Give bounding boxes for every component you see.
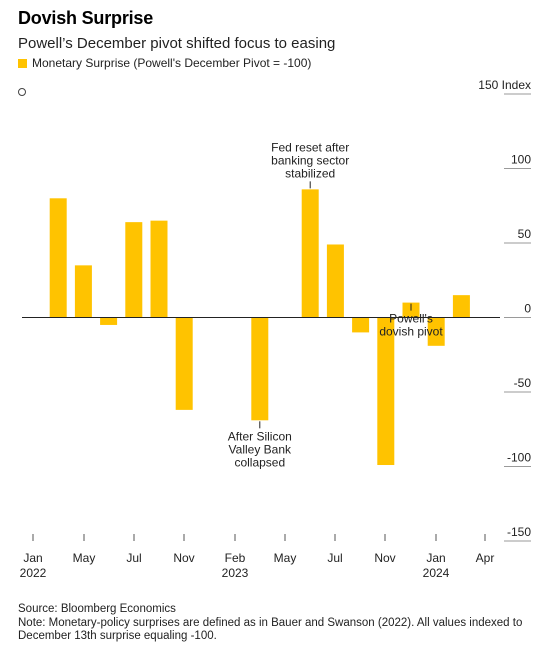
x-tick-label: Apr [476, 551, 495, 565]
annotation-text: stabilized [285, 166, 335, 180]
y-tick-label: 150 Index [478, 78, 531, 92]
x-tick-label: Jan [23, 551, 42, 565]
y-tick-label: -150 [507, 525, 531, 539]
bar [150, 220, 168, 318]
y-tick-label: -100 [507, 451, 531, 465]
bar [125, 222, 143, 318]
source-note: Source: Bloomberg Economics [18, 603, 176, 615]
y-tick-label: -50 [514, 376, 532, 390]
annotation-text: Powell's [389, 312, 433, 326]
bar [100, 317, 118, 325]
x-tick-label: Jan [426, 551, 445, 565]
methodology-note: Note: Monetary-policy surprises are defi… [18, 616, 523, 643]
bar [74, 265, 92, 318]
chart-title: Dovish Surprise [18, 8, 154, 28]
x-tick-label: Nov [173, 551, 194, 565]
annotation-text: Valley Bank [229, 442, 292, 456]
bar [49, 198, 67, 318]
annotation-text: After Silicon [228, 429, 292, 443]
bar [452, 295, 470, 318]
legend-swatch [18, 58, 27, 68]
footer: Source: Bloomberg Economics Note: Moneta… [18, 603, 533, 644]
circle-icon[interactable] [18, 88, 26, 96]
bar [301, 189, 319, 318]
y-tick-label: 100 [511, 153, 531, 167]
x-tick-label: May [274, 551, 297, 565]
x-tick-year-label: 2024 [423, 566, 450, 580]
x-tick-label: Feb [225, 551, 246, 565]
annotation-text: dovish pivot [379, 325, 443, 339]
x-tick-label: May [73, 551, 96, 565]
y-tick-label: 50 [518, 227, 532, 241]
x-tick-label: Jul [126, 551, 141, 565]
bar [352, 317, 370, 333]
y-tick-label: 0 [524, 302, 531, 316]
x-tick-label: Nov [374, 551, 395, 565]
annotation-text: Fed reset after [271, 140, 349, 154]
bar [251, 317, 269, 421]
x-tick-label: Jul [327, 551, 342, 565]
annotation-text: collapsed [234, 455, 285, 469]
x-tick-year-label: 2022 [20, 566, 47, 580]
bar [175, 317, 193, 410]
annotation-text: banking sector [271, 153, 349, 167]
x-tick-year-label: 2023 [222, 566, 249, 580]
chart-subtitle: Powell’s December pivot shifted focus to… [18, 35, 336, 52]
bar [427, 317, 445, 346]
bar [377, 317, 395, 466]
bar [326, 244, 344, 318]
legend-label: Monetary Surprise (Powell's December Piv… [32, 56, 312, 70]
bar-chart: 150 Index 100 50 0 -50 -100 -150 Fed reset afte… [20, 78, 532, 580]
legend: Monetary Surprise (Powell's December Piv… [18, 56, 311, 70]
